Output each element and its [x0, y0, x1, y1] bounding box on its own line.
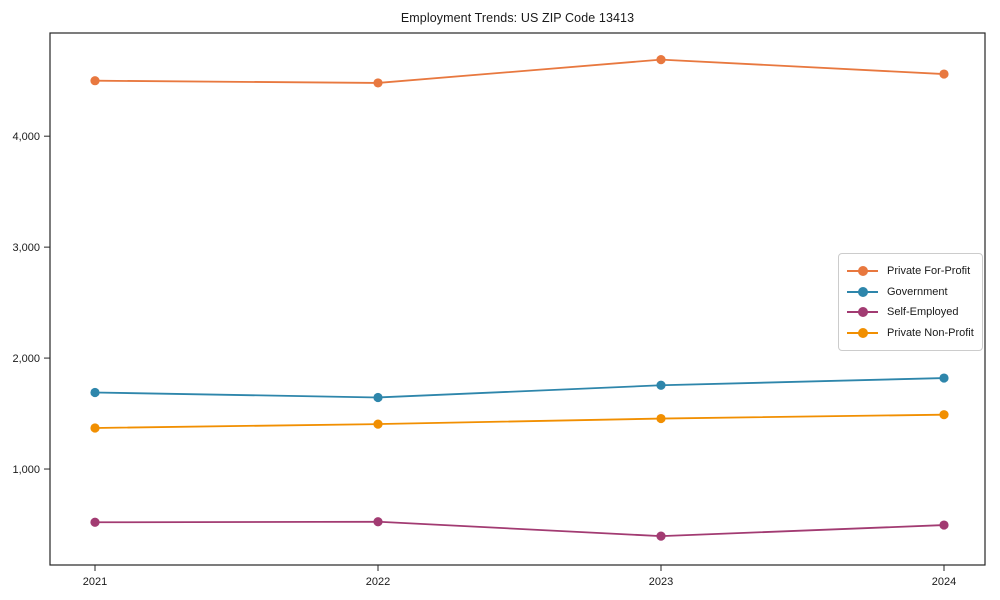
series-line-government — [94, 377, 945, 399]
x-tick-label: 2023 — [649, 576, 673, 588]
x-tick-label: 2022 — [366, 576, 390, 588]
x-tick-label: 2021 — [83, 576, 107, 588]
chart-legend: Private For-Profit Government Self-Employe… — [838, 253, 983, 351]
legend-label: Private For-Profit — [887, 265, 971, 277]
series-marker — [373, 419, 383, 429]
y-tick-label: 4,000 — [12, 131, 40, 143]
series-marker — [939, 69, 949, 79]
legend-marker-icon — [847, 266, 878, 276]
series-marker — [939, 520, 949, 530]
legend-marker-icon — [847, 327, 878, 338]
legend-entry: Self-Employed — [847, 302, 974, 322]
series-line-self-employed — [94, 520, 945, 538]
y-tick-label: 1,000 — [12, 464, 40, 476]
series-marker — [656, 55, 666, 65]
series-marker — [656, 413, 666, 424]
axes-frame — [49, 32, 986, 566]
y-tick-label: 2,000 — [12, 353, 40, 365]
legend-label: Self-Employed — [887, 306, 959, 319]
legend-entry: Private Non-Profit — [847, 323, 974, 343]
series-marker — [373, 517, 383, 527]
legend-entry: Government — [847, 282, 974, 302]
series-marker — [373, 78, 383, 88]
series-marker — [939, 410, 949, 420]
series-marker — [656, 531, 666, 541]
series-marker — [90, 517, 100, 527]
series-marker — [90, 76, 100, 86]
legend-marker-icon — [847, 307, 878, 318]
y-tick-label: 3,000 — [12, 242, 40, 254]
series-marker — [90, 387, 100, 398]
series-marker — [90, 423, 100, 433]
legend-marker-icon — [847, 286, 878, 297]
series-marker — [656, 380, 666, 390]
legend-label: Government — [887, 285, 948, 298]
x-tick-label: 2024 — [932, 576, 956, 588]
chart-title: Employment Trends: US ZIP Code 13413 — [400, 11, 635, 25]
series-line-private-for-profit — [94, 58, 945, 84]
legend-label: Private Non-Profit — [887, 326, 974, 339]
series-marker — [373, 392, 383, 403]
legend-entry: Private For-Profit — [847, 261, 974, 281]
series-line-private-non-profit — [94, 413, 945, 429]
series-marker — [939, 373, 949, 383]
